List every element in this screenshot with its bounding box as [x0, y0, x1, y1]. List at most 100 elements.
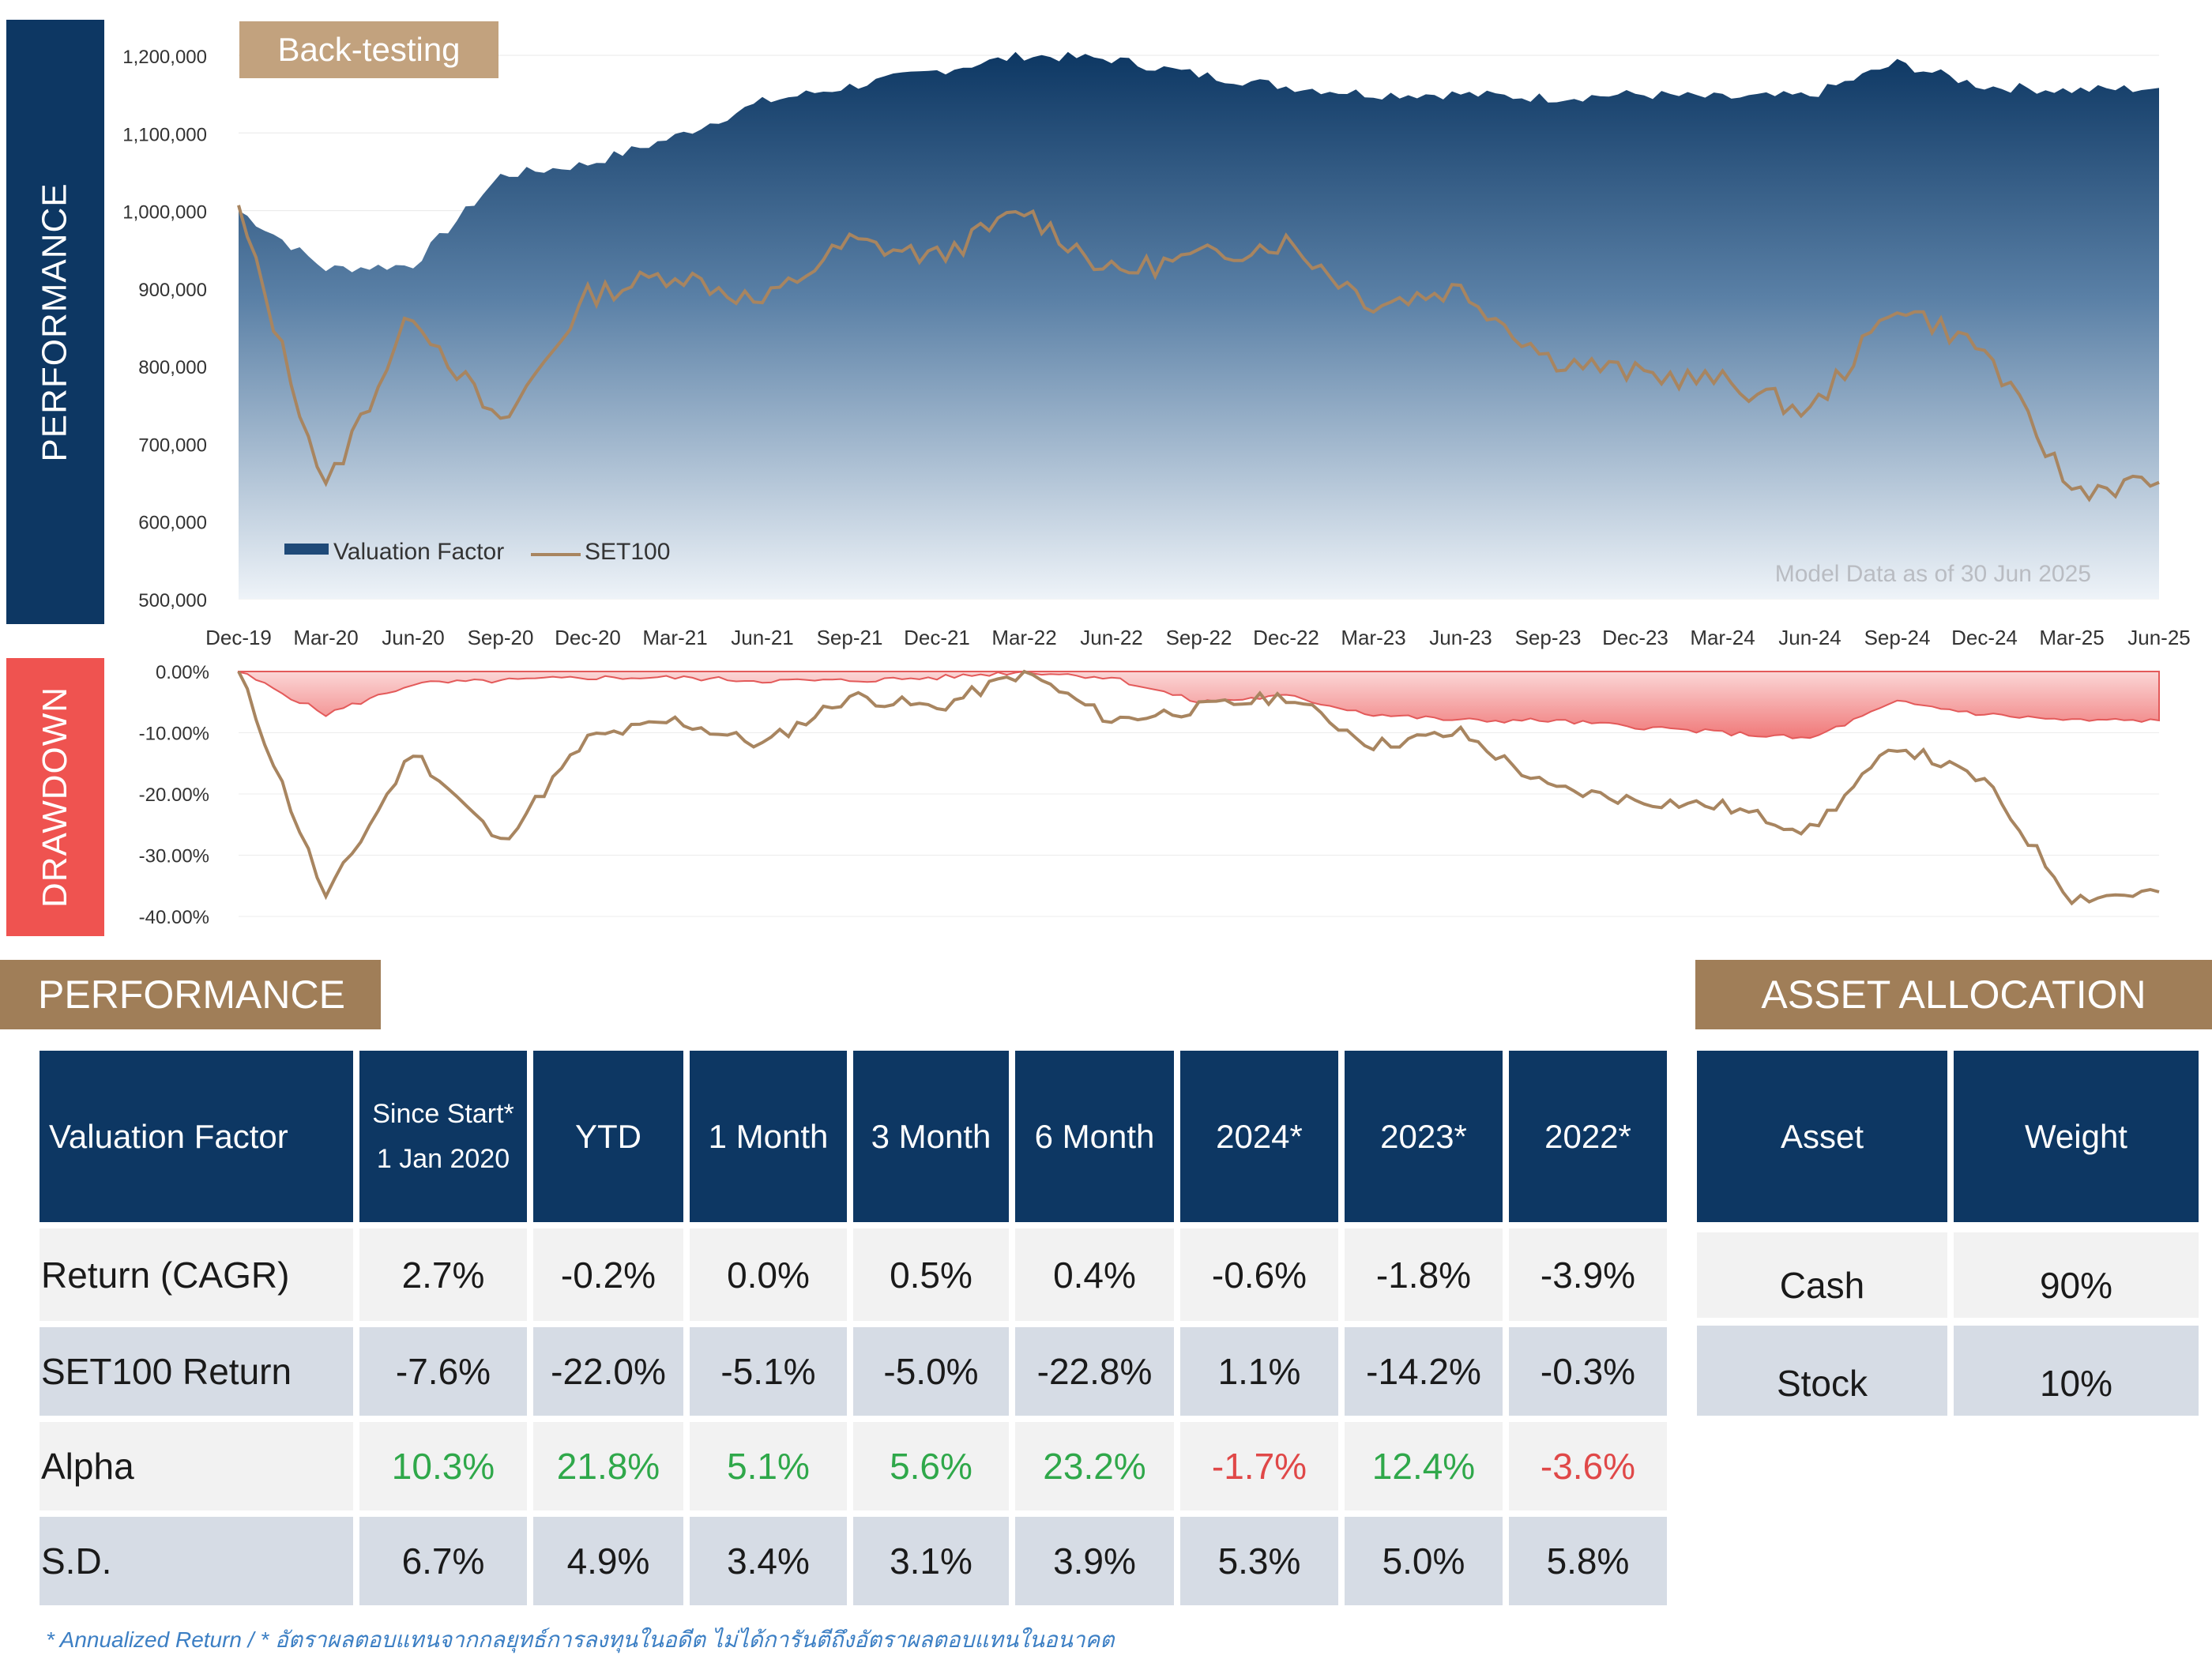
table-cell: -22.0%	[533, 1327, 683, 1416]
asset-name-stock: Stock	[1697, 1326, 1947, 1416]
x-tick-label-mar-21: Mar-21	[642, 626, 707, 649]
dd-y-tick-label: -40.00%	[139, 907, 209, 928]
table-cell: 1.1%	[1180, 1327, 1338, 1416]
x-tick-label-jun-20: Jun-20	[382, 626, 445, 649]
table-cell: 6.7%	[359, 1517, 527, 1605]
x-tick-label-sep-24: Sep-24	[1864, 626, 1931, 649]
table-cell: 5.6%	[853, 1422, 1009, 1510]
col-header-2023: 2023*	[1345, 1051, 1503, 1222]
table-cell: -5.0%	[853, 1327, 1009, 1416]
col-header-3-month: 3 Month	[853, 1051, 1009, 1222]
x-tick-label-mar-20: Mar-20	[293, 626, 358, 649]
drawdown-valuation-factor-area	[238, 670, 2160, 739]
x-tick-label-sep-22: Sep-22	[1166, 626, 1232, 649]
table-cell: -14.2%	[1345, 1327, 1503, 1416]
legend-valuation-factor-swatch	[284, 544, 329, 555]
col-header-since-start: Since Start* 1 Jan 2020	[359, 1051, 527, 1222]
back-testing-label: Back-testing	[277, 31, 461, 68]
valuation-factor-area	[239, 51, 2159, 599]
perf-y-tick-label: 700,000	[138, 434, 207, 456]
col-header-6-month: 6 Month	[1015, 1051, 1174, 1222]
x-tick-label-sep-21: Sep-21	[817, 626, 883, 649]
x-tick-label-jun-24: Jun-24	[1778, 626, 1841, 649]
x-tick-label-mar-25: Mar-25	[2039, 626, 2104, 649]
table-cell: 0.4%	[1015, 1228, 1174, 1321]
asset-name-cash: Cash	[1697, 1232, 1947, 1318]
table-cell: 10.3%	[359, 1422, 527, 1510]
x-tick-label-mar-22: Mar-22	[991, 626, 1056, 649]
dd-y-tick-label: -10.00%	[139, 724, 209, 745]
asset-allocation-section-title: ASSET ALLOCATION	[1761, 972, 2146, 1017]
x-tick-label-jun-25: Jun-25	[2127, 626, 2191, 649]
dd-y-tick-label: 0.00%	[156, 662, 209, 683]
col-header-2022: 2022*	[1509, 1051, 1667, 1222]
x-tick-label-dec-21: Dec-21	[904, 626, 970, 649]
perf-y-tick-label: 1,200,000	[122, 47, 207, 68]
x-tick-label-dec-24: Dec-24	[1951, 626, 2018, 649]
table-cell: 5.3%	[1180, 1517, 1338, 1605]
table-cell: 23.2%	[1015, 1422, 1174, 1510]
table-cell: 3.9%	[1015, 1517, 1174, 1605]
col-header-1-month: 1 Month	[690, 1051, 847, 1222]
row-label-alpha: Alpha	[40, 1422, 353, 1510]
perf-y-tick-label: 1,000,000	[122, 202, 207, 224]
col-header-asset: Asset	[1697, 1051, 1947, 1222]
x-tick-label-jun-23: Jun-23	[1429, 626, 1492, 649]
col-header-ytd: YTD	[533, 1051, 683, 1222]
footnote: * Annualized Return / * อัตราผลตอบแทนจาก…	[46, 1627, 1115, 1652]
table-cell: -0.2%	[533, 1228, 683, 1321]
x-tick-label-dec-23: Dec-23	[1602, 626, 1668, 649]
table-cell: 12.4%	[1345, 1422, 1503, 1510]
perf-y-tick-label: 600,000	[138, 513, 207, 534]
performance-section-header: PERFORMANCE	[0, 960, 381, 1029]
back-testing-badge: Back-testing	[239, 21, 498, 78]
row-label-s-d: S.D.	[40, 1517, 353, 1605]
col-header-weight: Weight	[1954, 1051, 2199, 1222]
set100-line	[237, 205, 2160, 502]
table-cell: 3.4%	[690, 1517, 847, 1605]
table-cell: -7.6%	[359, 1327, 527, 1416]
table-cell: -0.3%	[1509, 1327, 1667, 1416]
table-cell: 5.0%	[1345, 1517, 1503, 1605]
table-cell: -3.9%	[1509, 1228, 1667, 1321]
col-header-2024: 2024*	[1180, 1051, 1338, 1222]
table-cell: -5.1%	[690, 1327, 847, 1416]
asset-weight-stock: 10%	[1954, 1326, 2199, 1416]
row-label-return-cagr: Return (CAGR)	[40, 1228, 353, 1321]
x-tick-label-dec-19: Dec-19	[205, 626, 272, 649]
since-start-label: Since Start*	[372, 1098, 514, 1129]
legend-valuation-factor-label: Valuation Factor	[333, 539, 504, 565]
table-cell: 5.1%	[690, 1422, 847, 1510]
table-cell: -22.8%	[1015, 1327, 1174, 1416]
x-tick-label-sep-23: Sep-23	[1515, 626, 1582, 649]
performance-section-title: PERFORMANCE	[38, 972, 345, 1017]
drawdown-side-tab: DRAWDOWN	[6, 658, 104, 936]
x-tick-label-mar-24: Mar-24	[1690, 626, 1755, 649]
perf-y-tick-label: 800,000	[138, 357, 207, 378]
x-tick-label-dec-20: Dec-20	[555, 626, 621, 649]
table-cell: 5.8%	[1509, 1517, 1667, 1605]
table-cell: -1.8%	[1345, 1228, 1503, 1321]
performance-side-tab: PERFORMANCE	[6, 20, 104, 624]
legend-set100-label: SET100	[585, 539, 670, 565]
drawdown-set100-line	[237, 669, 2160, 906]
perf-y-tick-label: 500,000	[138, 590, 207, 611]
table-cell: 0.0%	[690, 1228, 847, 1321]
asset-weight-cash: 90%	[1954, 1232, 2199, 1318]
x-tick-label-jun-21: Jun-21	[731, 626, 794, 649]
table-cell: 21.8%	[533, 1422, 683, 1510]
table-cell: 0.5%	[853, 1228, 1009, 1321]
x-tick-label-dec-22: Dec-22	[1253, 626, 1319, 649]
table-cell: 2.7%	[359, 1228, 527, 1321]
table-cell: 3.1%	[853, 1517, 1009, 1605]
drawdown-chart: 0.00% -10.00% -20.00% -30.00% -40.00%	[139, 662, 2160, 928]
table-cell: 4.9%	[533, 1517, 683, 1605]
perf-y-tick-label: 900,000	[138, 280, 207, 301]
table-cell: -1.7%	[1180, 1422, 1338, 1510]
table-cell: -3.6%	[1509, 1422, 1667, 1510]
x-tick-label-sep-20: Sep-20	[468, 626, 534, 649]
since-start-date: 1 Jan 2020	[376, 1143, 510, 1174]
dd-y-tick-label: -20.00%	[139, 784, 209, 806]
col-header-valuation-factor: Valuation Factor	[40, 1051, 353, 1222]
row-label-set100-return: SET100 Return	[40, 1327, 353, 1416]
